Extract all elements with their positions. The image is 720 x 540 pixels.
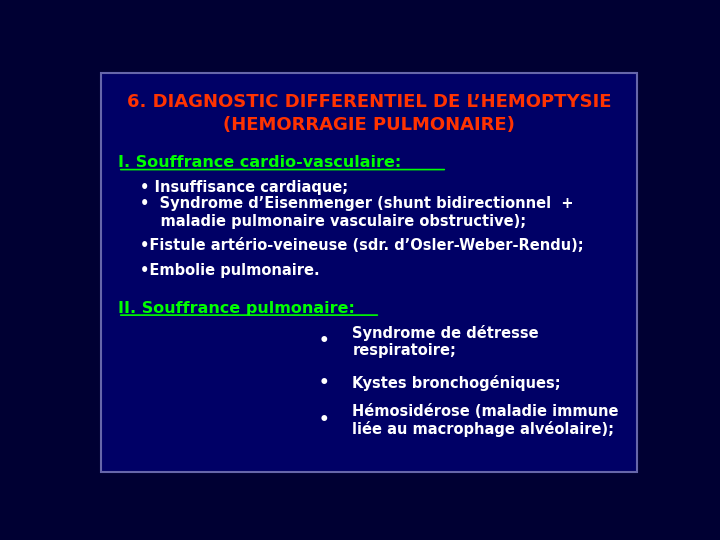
Text: (HEMORRAGIE PULMONAIRE): (HEMORRAGIE PULMONAIRE) <box>223 116 515 134</box>
FancyBboxPatch shape <box>101 73 637 472</box>
Text: •Embolie pulmonaire.: •Embolie pulmonaire. <box>140 263 320 278</box>
Text: •: • <box>319 411 330 429</box>
Text: II. Souffrance pulmonaire:: II. Souffrance pulmonaire: <box>118 301 355 315</box>
Text: Hémosidérose (maladie immune
liée au macrophage alvéolaire);: Hémosidérose (maladie immune liée au mac… <box>352 403 618 437</box>
Text: I. Souffrance cardio-vasculaire:: I. Souffrance cardio-vasculaire: <box>118 155 401 170</box>
Text: •  Syndrome d’Eisenmenger (shunt bidirectionnel  +
    maladie pulmonaire vascul: • Syndrome d’Eisenmenger (shunt bidirect… <box>140 196 574 228</box>
Text: 6. DIAGNOSTIC DIFFERENTIEL DE L’HEMOPTYSIE: 6. DIAGNOSTIC DIFFERENTIEL DE L’HEMOPTYS… <box>127 93 611 111</box>
Text: •: • <box>319 374 330 392</box>
Text: Syndrome de détresse
respiratoire;: Syndrome de détresse respiratoire; <box>352 325 539 358</box>
Text: •: • <box>319 332 330 350</box>
Text: •Fistule artério-veineuse (sdr. d’Osler-Weber-Rendu);: •Fistule artério-veineuse (sdr. d’Osler-… <box>140 238 584 253</box>
Text: Kystes bronchogéniques;: Kystes bronchogéniques; <box>352 375 561 391</box>
Text: • Insuffisance cardiaque;: • Insuffisance cardiaque; <box>140 180 348 195</box>
